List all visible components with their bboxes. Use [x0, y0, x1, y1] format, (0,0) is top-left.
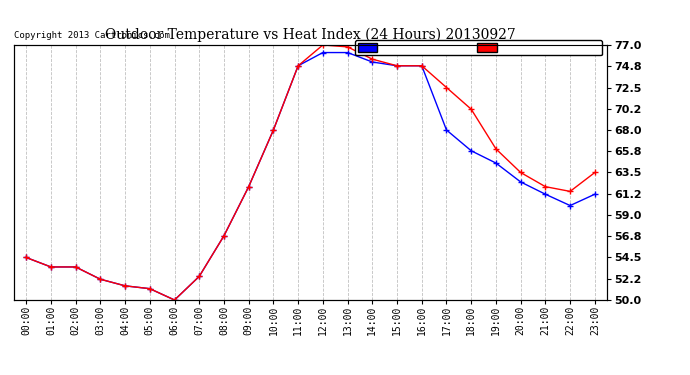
Legend: Heat Index  (°F), Temperature  (°F): Heat Index (°F), Temperature (°F) — [355, 40, 602, 56]
Text: Copyright 2013 Cartronics.com: Copyright 2013 Cartronics.com — [14, 31, 170, 40]
Title: Outdoor Temperature vs Heat Index (24 Hours) 20130927: Outdoor Temperature vs Heat Index (24 Ho… — [105, 28, 516, 42]
